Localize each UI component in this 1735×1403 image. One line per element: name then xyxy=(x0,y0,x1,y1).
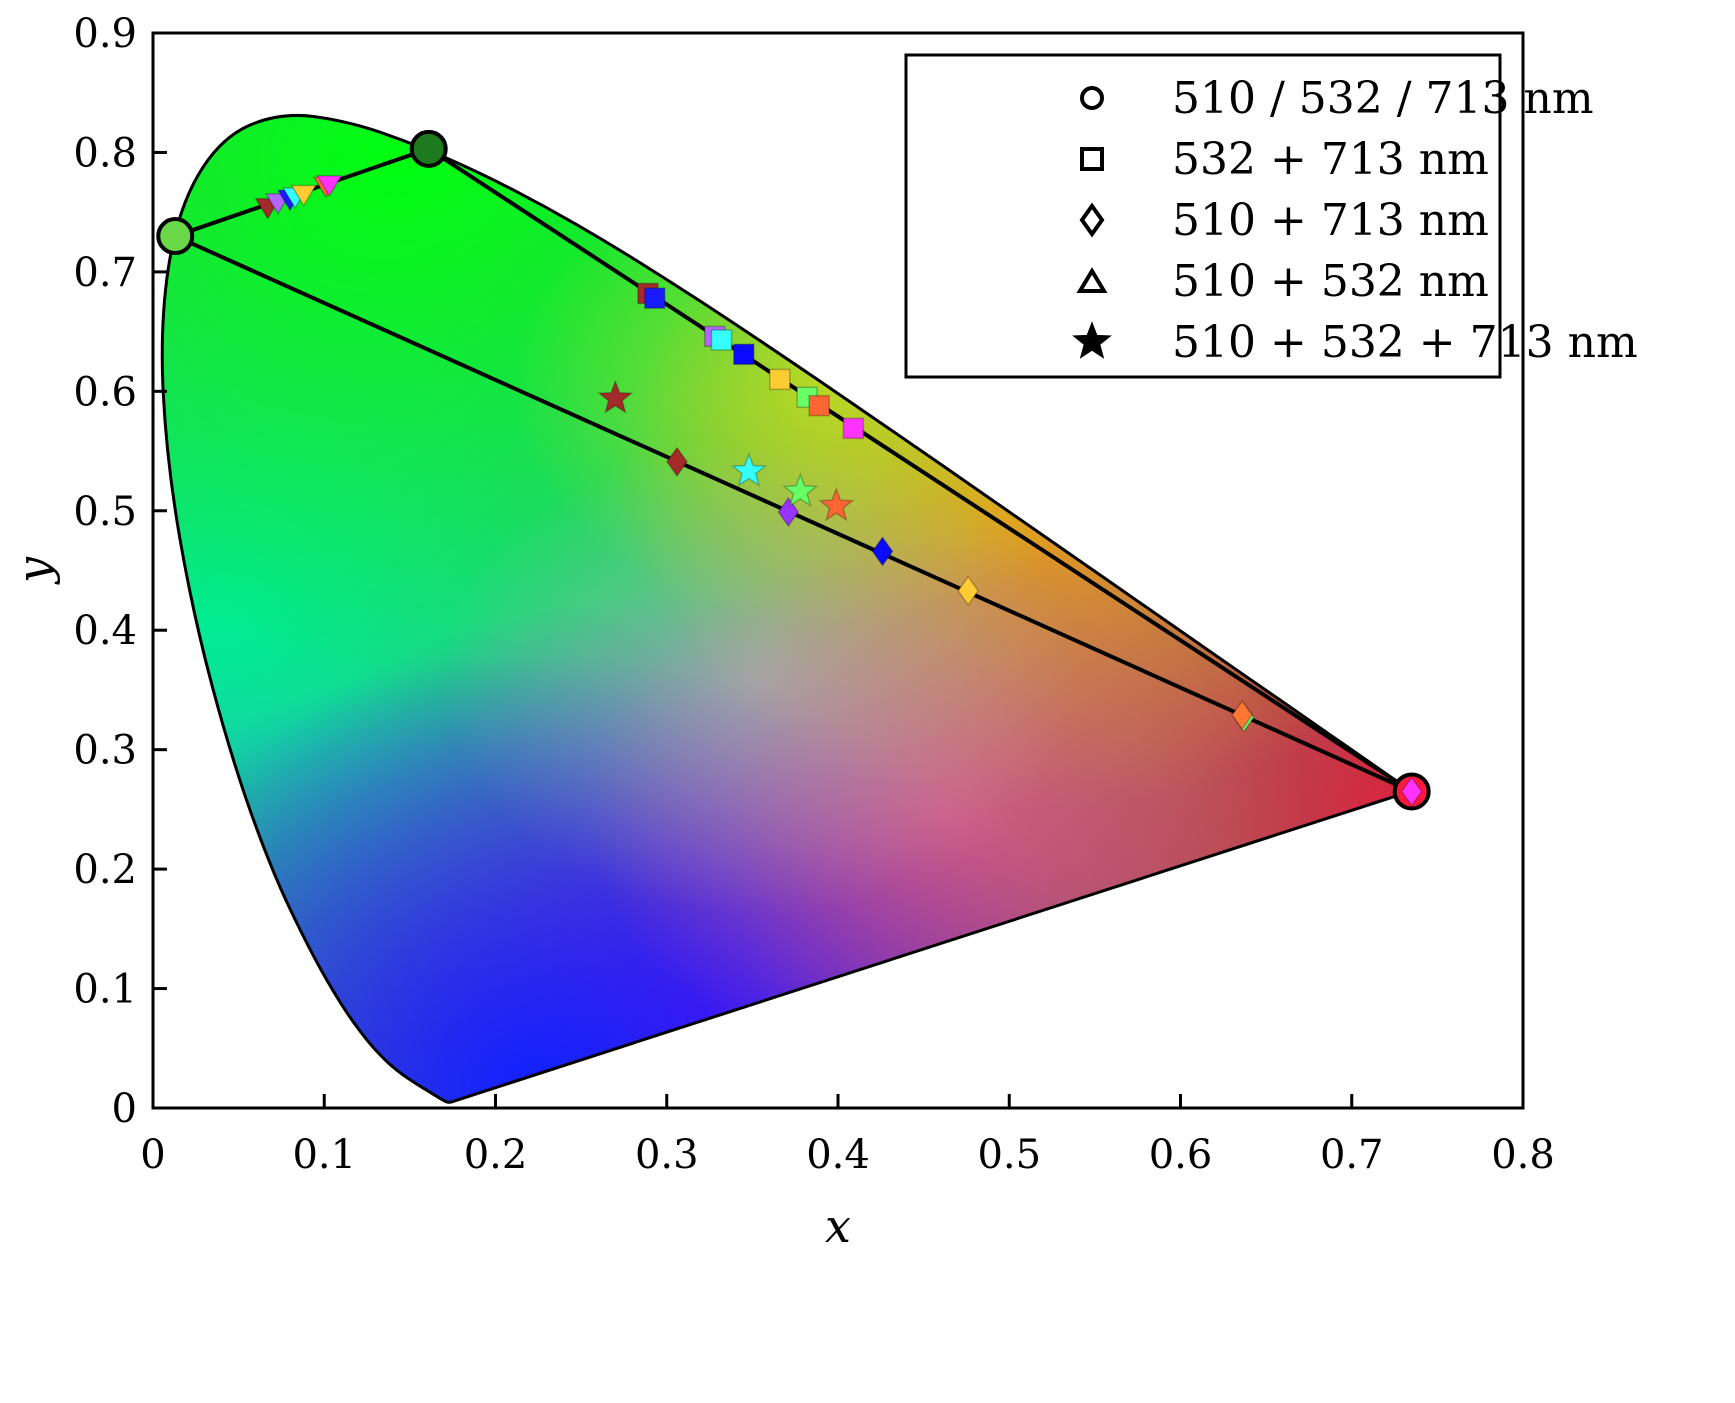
marker-510-532-713-nm xyxy=(782,472,819,508)
x-tick-label: 0.3 xyxy=(635,1132,699,1178)
legend-marker-star xyxy=(1072,321,1112,359)
x-tick-label: 0.8 xyxy=(1491,1132,1555,1178)
legend-label: 532 + 713 nm xyxy=(1172,134,1489,185)
legend-marker-circle xyxy=(1080,86,1104,110)
y-tick-label: 0.6 xyxy=(73,369,137,415)
source-point xyxy=(409,129,448,168)
marker-532-713-nm xyxy=(710,329,733,351)
y-tick-label: 0 xyxy=(112,1086,137,1132)
legend-marker-triangle-down xyxy=(1076,267,1108,293)
x-tick-label: 0.6 xyxy=(1149,1132,1213,1178)
y-tick-label: 0.5 xyxy=(73,489,137,535)
marker-510-713-nm xyxy=(871,536,894,567)
x-tick-label: 0 xyxy=(140,1132,165,1178)
y-axis-ticks: 0 0.1 0.2 0.3 0.4 0.5 0.6 0.7 0.8 0.9 xyxy=(73,11,167,1132)
x-tick-label: 0.7 xyxy=(1320,1132,1384,1178)
y-tick-label: 0.7 xyxy=(73,250,137,296)
x-tick-label: 0.5 xyxy=(977,1132,1041,1178)
marker-510-713-nm xyxy=(777,496,800,528)
source-markers xyxy=(156,129,1431,811)
marker-510-713-nm xyxy=(666,446,688,478)
x-tick-label: 0.2 xyxy=(464,1132,528,1178)
y-tick-label: 0.4 xyxy=(73,608,137,654)
gamut-line xyxy=(427,147,1413,794)
legend-marker-diamond xyxy=(1079,202,1105,238)
legend-label: 510 / 532 / 713 nm xyxy=(1172,73,1594,124)
marker-532-713-nm xyxy=(733,343,755,366)
x-axis-label: x xyxy=(825,1199,851,1253)
legend-label: 510 + 713 nm xyxy=(1172,195,1489,246)
marker-510-532-713-nm xyxy=(730,452,768,487)
marker-532-713-nm xyxy=(808,394,830,417)
x-axis-ticks: 0 0.1 0.2 0.3 0.4 0.5 0.6 0.7 0.8 xyxy=(140,1094,1555,1178)
marker-532-713-nm xyxy=(842,417,865,440)
marker-510-532-nm xyxy=(290,184,318,207)
y-tick-label: 0.1 xyxy=(73,967,137,1013)
marker-532-713-nm xyxy=(644,287,666,309)
legend-marker-square xyxy=(1080,147,1104,171)
y-tick-label: 0.8 xyxy=(73,130,137,176)
marker-510-713-nm xyxy=(1400,776,1423,807)
x-tick-label: 0.4 xyxy=(806,1132,870,1178)
source-point xyxy=(156,217,195,256)
legend: 510 / 532 / 713 nm 532 + 713 nm 510 + 713 … xyxy=(904,53,1638,379)
y-tick-label: 0.9 xyxy=(73,11,137,57)
y-tick-label: 0.2 xyxy=(73,847,137,893)
marker-510-532-713-nm xyxy=(818,486,855,522)
y-axis-label: y xyxy=(7,556,61,585)
marker-510-532-713-nm xyxy=(597,379,634,415)
x-tick-label: 0.1 xyxy=(292,1132,356,1178)
marker-532-713-nm xyxy=(769,368,791,391)
marker-510-713-nm xyxy=(1231,699,1254,731)
legend-label: 510 + 532 nm xyxy=(1172,256,1489,307)
y-tick-label: 0.3 xyxy=(73,728,137,774)
legend-box xyxy=(904,53,1502,379)
legend-label: 510 + 532 + 713 nm xyxy=(1172,317,1638,368)
marker-510-532-nm xyxy=(316,175,343,198)
marker-510-713-nm xyxy=(957,575,980,607)
